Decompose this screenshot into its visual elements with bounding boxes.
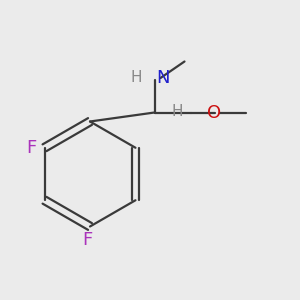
Text: O: O — [207, 103, 222, 122]
Text: H: H — [171, 103, 182, 118]
Text: F: F — [26, 139, 36, 157]
Text: N: N — [156, 69, 169, 87]
Text: H: H — [131, 70, 142, 86]
Text: F: F — [82, 231, 92, 249]
